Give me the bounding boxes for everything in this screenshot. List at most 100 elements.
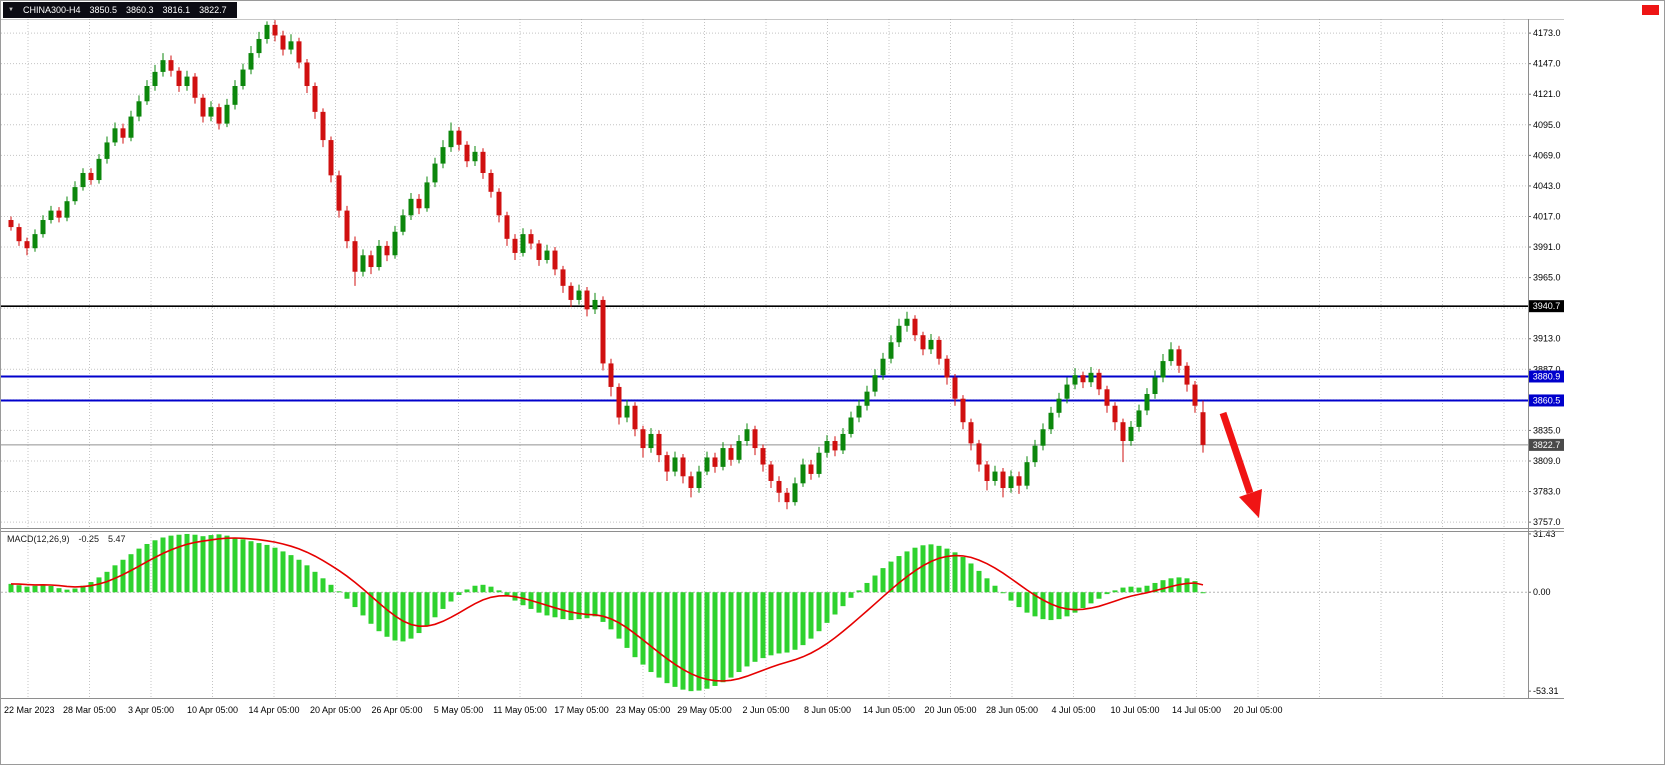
macd-histogram-bar xyxy=(168,535,174,593)
time-axis-label: 8 Jun 05:00 xyxy=(804,705,851,715)
candle-body xyxy=(1000,471,1006,489)
macd-histogram-bar xyxy=(736,592,742,673)
macd-histogram-bar xyxy=(1160,580,1166,593)
macd-histogram-bar xyxy=(1040,592,1046,620)
macd-histogram-bar xyxy=(976,570,982,593)
macd-histogram-bar xyxy=(880,568,886,593)
macd-histogram-bar xyxy=(456,592,462,596)
candle-body xyxy=(448,130,454,148)
macd-histogram-bar xyxy=(720,592,726,683)
macd-main-value: -0.25 xyxy=(78,534,100,544)
macd-histogram-bar xyxy=(896,556,902,593)
candle-body xyxy=(1152,377,1158,394)
macd-histogram-bar xyxy=(1032,592,1038,617)
macd-histogram-bar xyxy=(984,578,990,593)
time-axis-label: 17 May 05:00 xyxy=(554,705,609,715)
macd-histogram-bar xyxy=(1112,590,1118,593)
price-line-badge xyxy=(1529,394,1564,407)
macd-histogram-bar xyxy=(600,592,606,622)
candle-body xyxy=(824,441,830,453)
macd-histogram-bar xyxy=(344,592,350,599)
candle-body xyxy=(336,175,342,211)
candle-body xyxy=(8,220,14,228)
candle-body xyxy=(264,24,270,39)
time-axis-label: 28 Jun 05:00 xyxy=(986,705,1038,715)
trend-arrow-shaft[interactable] xyxy=(1219,411,1254,495)
macd-histogram-bar xyxy=(576,592,582,620)
time-axis-label: 14 Jun 05:00 xyxy=(863,705,915,715)
candle-body xyxy=(480,151,486,173)
candle-body xyxy=(1192,384,1198,406)
candle-body xyxy=(408,198,414,216)
trend-arrow-head[interactable] xyxy=(1239,489,1262,518)
candle-body xyxy=(704,457,710,472)
candle-body xyxy=(96,158,102,181)
time-axis-label: 10 Apr 05:00 xyxy=(187,705,238,715)
candle-body xyxy=(1064,384,1070,399)
macd-histogram-bar xyxy=(704,592,710,689)
candle-body xyxy=(360,255,366,272)
macd-histogram-bar xyxy=(144,543,150,593)
borders-layer xyxy=(1,18,1564,699)
grid-layer xyxy=(1,19,1528,698)
candle-body xyxy=(128,116,134,138)
macd-histogram-bar xyxy=(768,592,774,656)
macd-histogram-bar xyxy=(944,548,950,593)
time-axis-label: 28 Mar 05:00 xyxy=(63,705,116,715)
candle-body xyxy=(112,128,118,143)
candle-body xyxy=(1200,412,1206,445)
macd-histogram-bar xyxy=(272,547,278,593)
price-axis-label: 3913.0 xyxy=(1533,334,1561,344)
candle-body xyxy=(56,210,62,218)
candle-body xyxy=(176,70,182,87)
price-line-badge xyxy=(1529,300,1564,313)
candle-body xyxy=(344,210,350,242)
macd-histogram-bar xyxy=(152,540,158,593)
macd-histogram-bar xyxy=(664,592,670,684)
candle-body xyxy=(840,433,846,451)
candle-body xyxy=(72,187,78,202)
macd-histogram-bar xyxy=(224,535,230,593)
candle-body xyxy=(592,299,598,310)
macd-histogram-bar xyxy=(1024,592,1030,613)
candle-body xyxy=(320,111,326,141)
candle-body xyxy=(888,342,894,359)
candle-body xyxy=(760,448,766,465)
candle-body xyxy=(944,358,950,378)
price-line-badge-label: 3822.7 xyxy=(1533,440,1561,450)
candle-body xyxy=(368,255,374,268)
macd-histogram-bar xyxy=(128,554,134,593)
price-axis-label: 4017.0 xyxy=(1533,211,1561,221)
macd-histogram-bar xyxy=(448,592,454,602)
price-axis-label: 4043.0 xyxy=(1533,181,1561,191)
candle-body xyxy=(968,422,974,444)
candle-body xyxy=(984,464,990,481)
candle-body xyxy=(88,172,94,181)
candle-body xyxy=(624,405,630,418)
macd-histogram-bar xyxy=(304,565,310,593)
candle-body xyxy=(1048,412,1054,430)
macd-histogram-bar xyxy=(928,544,934,593)
macd-histogram-bar xyxy=(784,592,790,653)
candle-body xyxy=(872,375,878,392)
macd-histogram-bar xyxy=(384,592,390,637)
macd-histogram-bar xyxy=(1008,592,1014,601)
candle-body xyxy=(152,71,158,87)
trend-arrow[interactable] xyxy=(1219,411,1262,518)
macd-histogram-bar xyxy=(800,592,806,646)
macd-histogram-bar xyxy=(416,592,422,634)
candle-body xyxy=(440,147,446,164)
candle-body xyxy=(312,86,318,112)
macd-histogram-bar xyxy=(608,592,614,630)
candle-body xyxy=(536,243,542,260)
macd-histogram-bar xyxy=(216,534,222,593)
candle-body xyxy=(1056,398,1062,413)
candle-body xyxy=(568,285,574,300)
chevron-down-icon[interactable]: ▼ xyxy=(8,7,14,13)
candle-body xyxy=(912,318,918,336)
candle-body xyxy=(728,448,734,460)
candle-body xyxy=(960,398,966,423)
candle-body xyxy=(192,76,198,98)
candle-body xyxy=(1080,375,1086,383)
